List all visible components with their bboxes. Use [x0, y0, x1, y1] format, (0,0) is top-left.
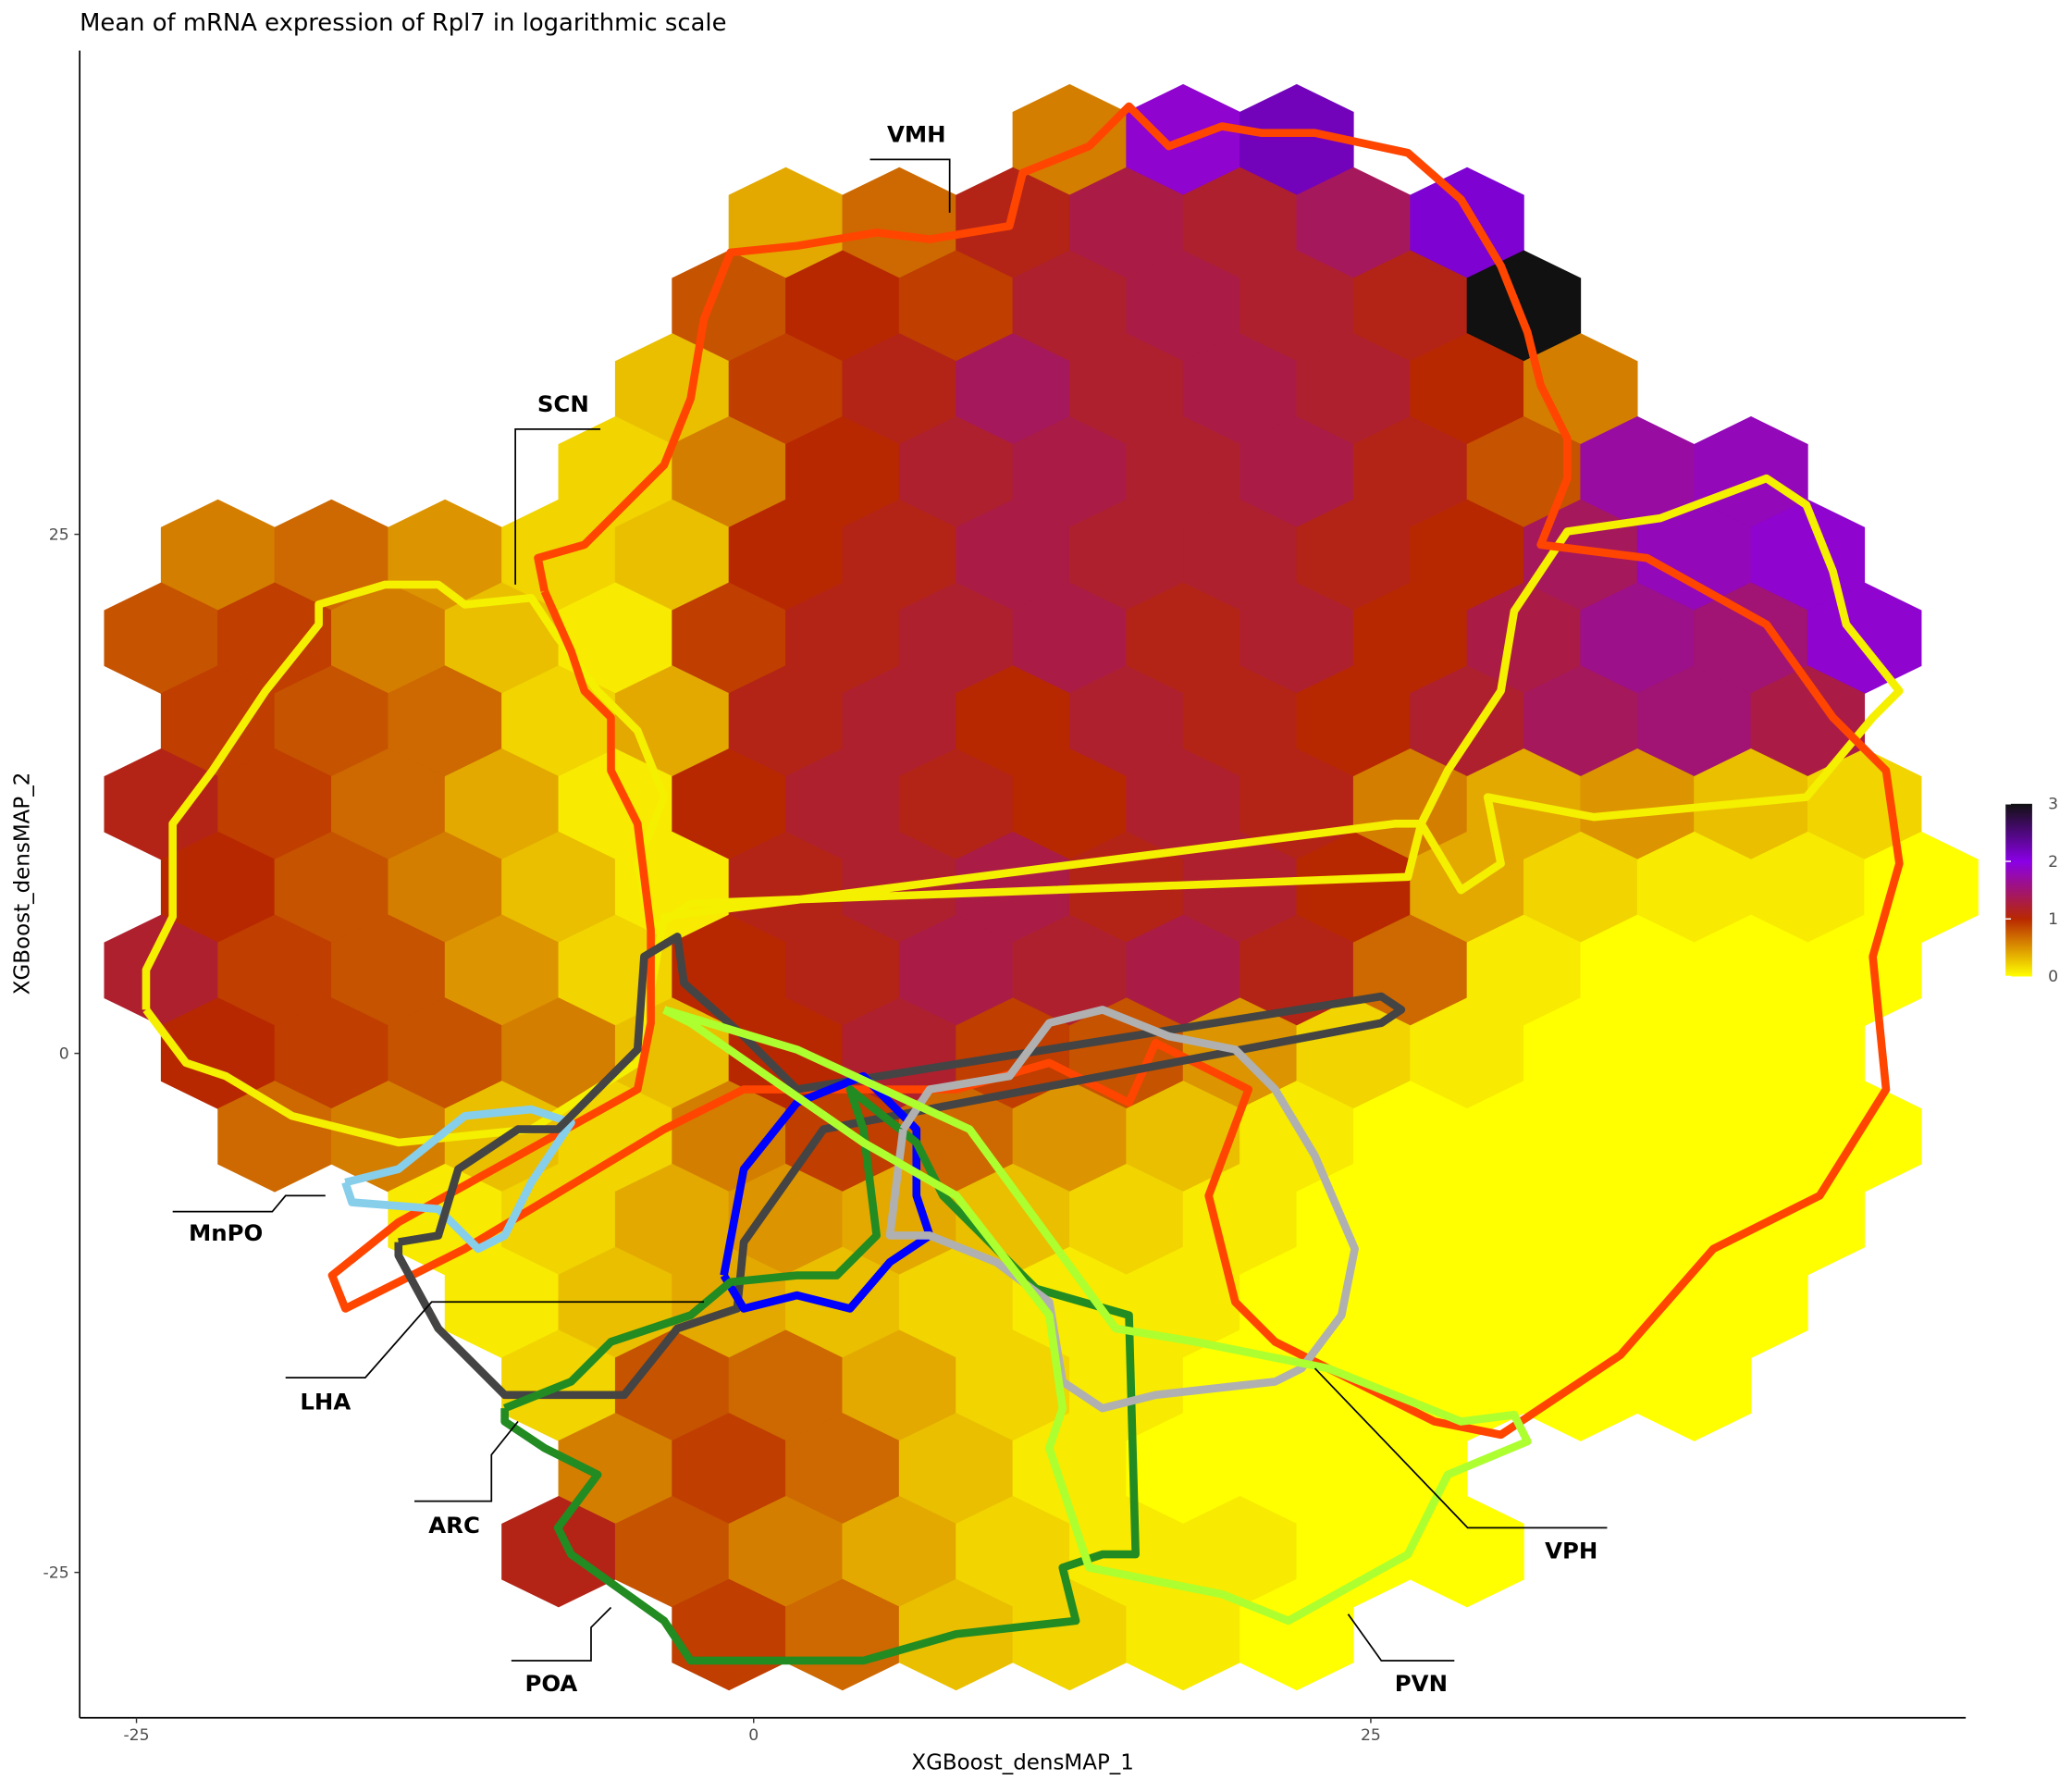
region-label: MnPO — [189, 1219, 263, 1246]
mnpo-outline — [341, 1105, 575, 1254]
colorbar-tick-label: 2 — [2048, 853, 2058, 871]
y-tick-label: 25 — [49, 525, 69, 544]
region-outlines — [142, 102, 1904, 1665]
leader-line — [285, 1301, 705, 1378]
x-tick-label: 0 — [748, 1726, 758, 1745]
y-tick-label: 0 — [59, 1045, 69, 1063]
leader-line — [1314, 1367, 1608, 1529]
pvn-outline — [662, 1006, 1532, 1625]
poa-outline — [500, 1085, 1140, 1665]
y-tick-label: -25 — [43, 1564, 69, 1582]
x-tick-label: 25 — [1361, 1726, 1381, 1745]
colorbar-tick-label: 3 — [2048, 796, 2058, 814]
vmh-outline — [327, 102, 1904, 1440]
leader-line — [514, 428, 601, 585]
leader-line — [1347, 1613, 1455, 1662]
chart-title: Mean of mRNA expression of Rpl7 in logar… — [80, 9, 726, 37]
hex-cell — [1410, 1495, 1524, 1608]
x-axis-label: XGBoost_densMAP_1 — [911, 1751, 1134, 1775]
region-label: ARC — [428, 1512, 480, 1539]
region-label: LHA — [300, 1389, 351, 1415]
colorbar — [2005, 803, 2032, 977]
region-label: POA — [524, 1670, 577, 1697]
hex-cell — [1636, 1329, 1752, 1441]
region-label: PVN — [1395, 1670, 1448, 1697]
region-labels: VMH SCN MnPO LHA ARC POA VPH PVN — [172, 121, 1608, 1697]
hex-cell — [1240, 1578, 1354, 1691]
region-label: VPH — [1545, 1537, 1597, 1564]
legend: 0 1 2 3 — [2005, 796, 2058, 986]
x-tick-label: -25 — [123, 1726, 149, 1745]
leader-line — [172, 1194, 326, 1213]
leader-line — [511, 1606, 612, 1662]
hex-layer — [104, 83, 1979, 1691]
region-label: SCN — [537, 390, 589, 417]
colorbar-tick-label: 1 — [2048, 910, 2058, 929]
y-axis-label: XGBoost_densMAP_2 — [11, 773, 35, 995]
leader-line — [870, 158, 951, 213]
leader-line — [414, 1420, 519, 1502]
lha-outline — [394, 933, 1406, 1400]
region-label: VMH — [887, 121, 946, 148]
colorbar-tick-label: 0 — [2048, 968, 2058, 986]
arc-outline — [720, 1071, 934, 1313]
scn-outline — [142, 474, 1904, 1147]
